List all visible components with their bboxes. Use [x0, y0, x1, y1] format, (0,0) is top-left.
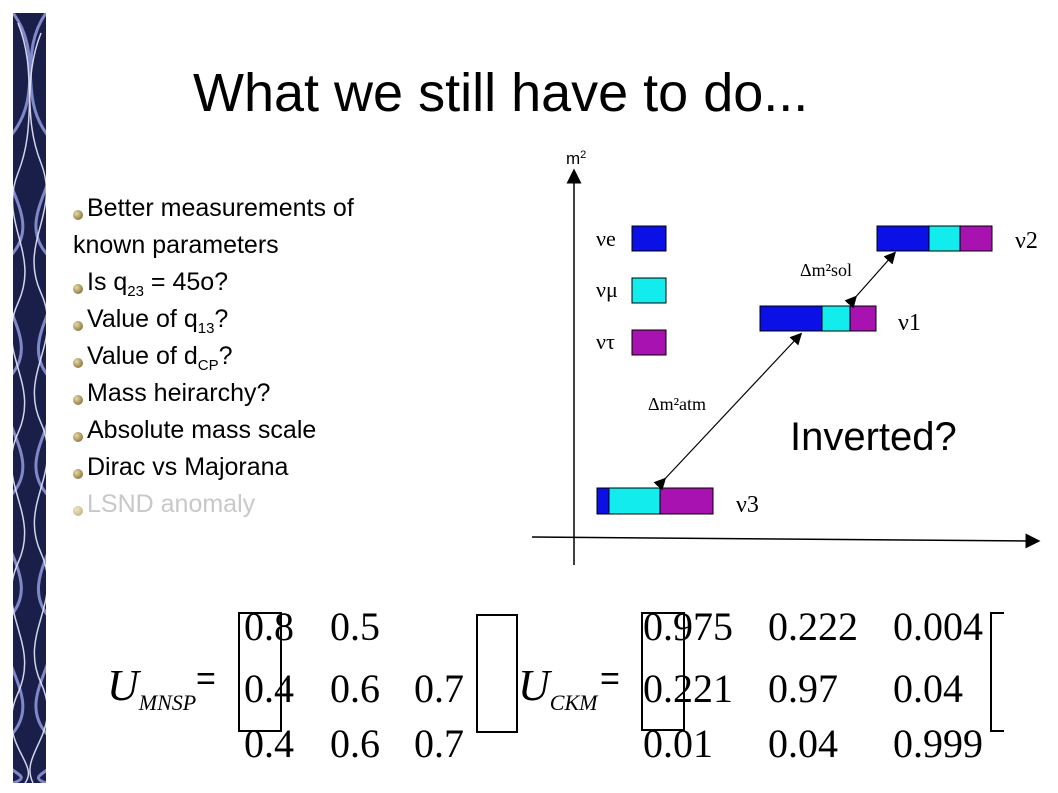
- bullet-text-tail: ?: [218, 342, 233, 370]
- nu-tau-swatch: [631, 329, 667, 356]
- bullet-icon: [73, 395, 83, 405]
- bullet-icon: [73, 469, 83, 479]
- bullet-list: Better measurements of known parameters Is…: [73, 190, 513, 523]
- ckm-matrix-bracket-right: [990, 612, 1004, 732]
- bullet-item: Better measurements of: [73, 190, 513, 227]
- nu1-label: ν1: [898, 310, 921, 336]
- matrix-cell: 0.004: [893, 604, 983, 649]
- mnsp-matrix-bracket-right: [476, 614, 518, 733]
- nu-tau-label: ντ: [596, 329, 615, 354]
- bullet-icon: [73, 321, 83, 331]
- nu2-label: ν2: [1015, 228, 1038, 254]
- u-mnsp-symbol: UMNSP: [107, 661, 197, 715]
- bullet-text: Value of q: [87, 305, 198, 333]
- nu3-mass-state: [596, 487, 714, 515]
- bullet-icon: [73, 284, 83, 294]
- nu-e-label: νe: [596, 226, 616, 251]
- bullet-item: Value of dCP?: [73, 338, 513, 375]
- neutrino-mass-diagram: m2 νe νμ ντ ν2 ν1 ν3 Δm²sol Δm²atm: [531, 149, 1041, 565]
- nu2-mass-state: [876, 225, 993, 252]
- ckm-matrix-bracket: [641, 612, 685, 731]
- bullet-icon: [73, 432, 83, 442]
- matrix-cell: 0.975: [643, 604, 733, 649]
- u-ckm-symbol: UCKM: [518, 661, 598, 715]
- bullet-item: LSND anomaly: [73, 486, 513, 523]
- matrix-cell: 0.4: [244, 666, 294, 711]
- y-axis-label: m2: [566, 149, 586, 168]
- matrix-cell: 0.04: [768, 721, 838, 766]
- bullet-text: Mass heirarchy?: [87, 379, 271, 407]
- matrix-cell: 0.6: [330, 666, 380, 711]
- bullet-text: Value of d: [87, 342, 198, 370]
- dm-atm-arrow: [653, 332, 803, 491]
- nu3-label: ν3: [736, 492, 759, 518]
- nu-mu-label: νμ: [596, 277, 618, 302]
- mnsp-matrix-bracket: [238, 612, 282, 732]
- bullet-subscript: 23: [127, 283, 144, 300]
- bullet-text: Is q: [87, 268, 128, 296]
- bullet-icon: [73, 358, 83, 368]
- ckm-equals: =: [600, 660, 620, 698]
- matrix-cell: 0.222: [768, 604, 858, 649]
- matrix-cell: 0.999: [893, 721, 983, 766]
- matrix-cell: 0.7: [414, 666, 464, 711]
- matrix-cell: 0.5: [330, 604, 380, 649]
- nu-mu-swatch: [631, 277, 667, 304]
- bullet-item: Absolute mass scale: [73, 412, 513, 449]
- matrix-cell: 0.97: [768, 666, 838, 711]
- bullet-text: Absolute mass scale: [87, 416, 317, 444]
- matrix-cell: 0.4: [244, 721, 294, 766]
- matrix-cell: 0.04: [893, 666, 963, 711]
- bullet-text: known parameters: [73, 231, 279, 259]
- dm-atm-label: Δm²atm: [648, 394, 706, 414]
- matrix-cell: 0.6: [330, 721, 380, 766]
- slide-title: What we still have to do...: [193, 63, 809, 123]
- bullet-item: Is q23 = 45o?: [73, 264, 513, 301]
- matrix-cell: 0.221: [643, 666, 733, 711]
- bullet-icon: [73, 506, 83, 516]
- bullet-subscript: CP: [197, 357, 219, 374]
- dm-sol-label: Δm²sol: [800, 260, 852, 280]
- matrix-cell: 0.8: [244, 604, 294, 649]
- bullet-item: known parameters: [73, 227, 513, 264]
- bullet-text-tail: = 45o?: [143, 268, 229, 296]
- bullet-item: Mass heirarchy?: [73, 375, 513, 412]
- bullet-item: Value of q13?: [73, 301, 513, 338]
- nu-e-swatch: [631, 225, 667, 252]
- bullet-icon: [73, 210, 83, 220]
- nu1-mass-state: [759, 305, 877, 332]
- bullet-text: Better measurements of: [87, 194, 354, 222]
- bullet-text-tail: ?: [214, 305, 229, 333]
- decorative-side-strip: [13, 13, 46, 783]
- dm-sol-arrow: [844, 251, 896, 309]
- bullet-item: Dirac vs Majorana: [73, 449, 513, 486]
- bullet-text: Dirac vs Majorana: [87, 453, 289, 481]
- x-axis: [531, 533, 1041, 549]
- matrix-cell: 0.01: [643, 721, 713, 766]
- inverted-question: Inverted?: [790, 415, 957, 459]
- bullet-subscript: 13: [197, 320, 215, 337]
- matrix-cell: 0.7: [414, 721, 464, 766]
- bullet-text: LSND anomaly: [87, 490, 256, 518]
- mnsp-equals: =: [196, 660, 216, 698]
